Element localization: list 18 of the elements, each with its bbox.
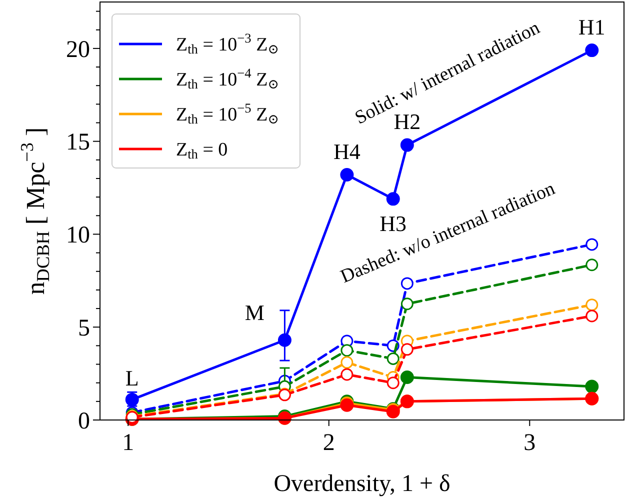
x-tick-label: 3 (524, 430, 536, 456)
legend-label: Z$_{th}$ = 10$^{−3}$ Z$_{⊙}$ (176, 30, 279, 57)
annotation: H3 (380, 210, 407, 236)
y-tick-label: 15 (66, 130, 90, 156)
legend-label: Z$_{th}$ = 0 (176, 140, 228, 162)
y-tick-label: 0 (78, 408, 90, 434)
y-tick-label: 10 (66, 222, 90, 249)
annotation: L (125, 366, 139, 391)
x-tick-label: 1 (122, 430, 134, 456)
annotation: H1 (578, 14, 606, 40)
legend-label: Z$_{th}$ = 10$^{−5}$ Z$_{⊙}$ (176, 100, 279, 127)
annotation: H4 (333, 138, 360, 164)
legend-label: Z$_{th}$ = 10$^{−4}$ Z$_{⊙}$ (176, 66, 279, 92)
y-tick-label: 5 (78, 316, 90, 342)
annotation: M (244, 300, 264, 326)
x-axis-title: Overdensity, 1 + δ (274, 471, 450, 497)
y-tick-label: 20 (66, 36, 90, 63)
x-tick-label: 2 (322, 430, 335, 456)
